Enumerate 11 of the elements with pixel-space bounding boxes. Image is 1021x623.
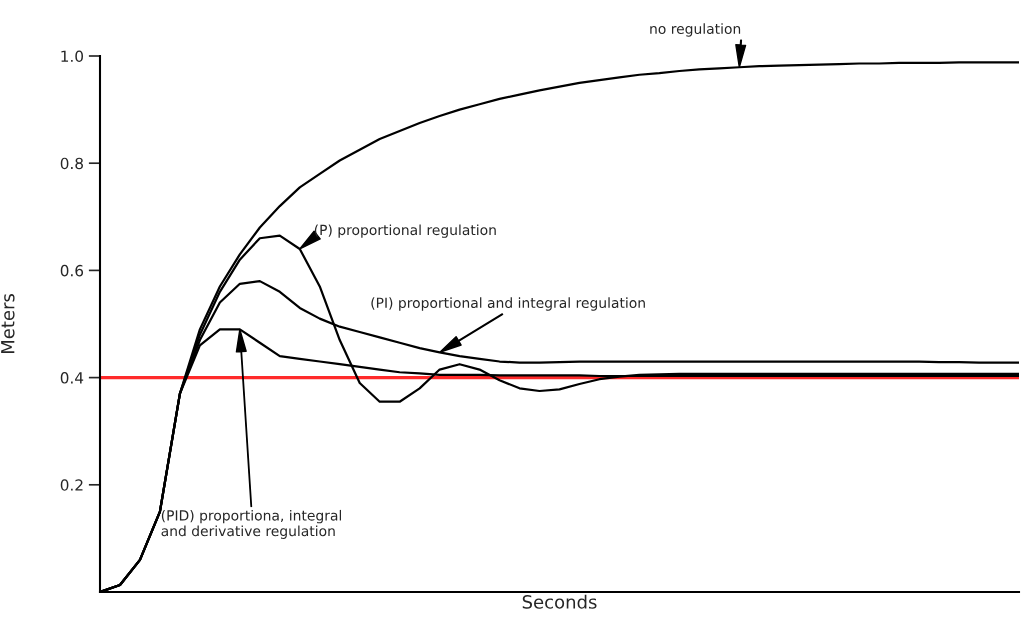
series-label: (PID) proportiona, integral and derivative regulation	[161, 509, 342, 539]
text: no regulation	[650, 23, 741, 37]
y-tick-label: 0.4	[60, 372, 84, 384]
y-axis-title: Meters	[1, 294, 15, 354]
y-tick-label: 0.8	[60, 157, 83, 170]
y-tick-label: 0.6	[60, 264, 84, 277]
x-axis-title: Seconds	[522, 594, 597, 609]
legend-label: (P) proportional regulation	[314, 224, 496, 238]
y-tick-label: 1.0	[61, 50, 84, 63]
series-label: (PI) proportional and integral regulation	[371, 297, 645, 311]
y-tick-label: 0.2	[60, 479, 83, 491]
